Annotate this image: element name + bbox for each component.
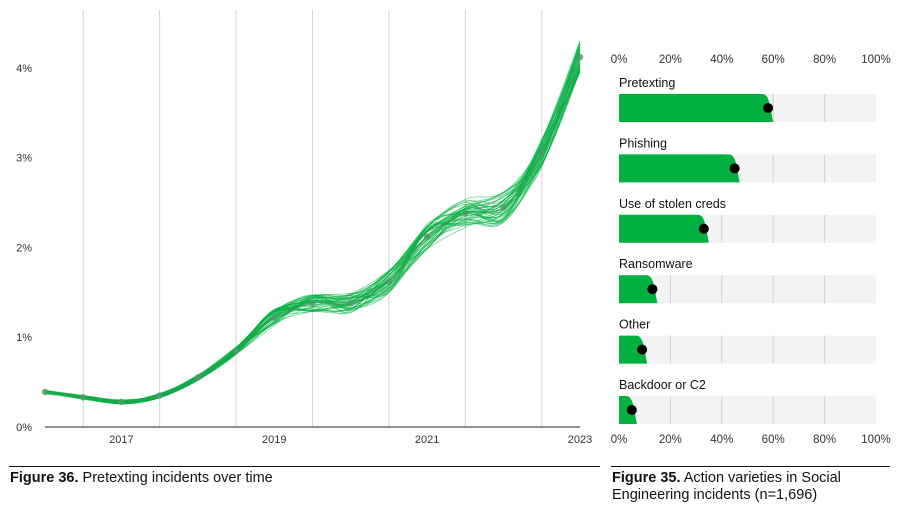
data-point xyxy=(271,314,278,321)
line-chart-axes: 2017 2019 2021 2023 0% 1% 2% 3% 4% xyxy=(16,63,592,446)
figure-35-rule xyxy=(611,466,890,467)
top-tick-label: 80% xyxy=(813,54,836,66)
y-tick-label: 0% xyxy=(16,422,32,434)
bar-track xyxy=(619,275,876,304)
line-chart-gridlines xyxy=(82,10,543,427)
figure-36-label: Figure 36. xyxy=(10,470,79,486)
data-point xyxy=(385,278,393,285)
figure-35-label: Figure 35. xyxy=(612,470,681,486)
top-tick-label: 20% xyxy=(659,54,682,66)
data-point xyxy=(309,299,316,307)
data-point xyxy=(232,347,240,354)
data-point xyxy=(538,149,545,157)
x-tick-label: 2019 xyxy=(262,434,286,446)
figure-35-title: Action varieties in Social Engineering i… xyxy=(612,470,841,503)
top-tick-label: 40% xyxy=(710,54,733,66)
x-tick-label: 2023 xyxy=(568,434,592,446)
data-point xyxy=(576,53,584,61)
top-tick-label: 60% xyxy=(762,54,785,66)
bottom-tick-label: 0% xyxy=(611,434,628,446)
data-point xyxy=(156,392,163,399)
data-point xyxy=(347,299,354,307)
category-label: Other xyxy=(619,318,650,332)
data-point xyxy=(80,394,87,401)
y-tick-label: 3% xyxy=(16,153,32,165)
figure-36-caption: Figure 36. Pretexting incidents over tim… xyxy=(10,470,273,487)
x-tick-label: 2021 xyxy=(415,434,439,446)
x-tick-label: 2017 xyxy=(109,434,133,446)
figure-36-title: Pretexting incidents over time xyxy=(78,470,273,486)
bar-uncertainty-fill xyxy=(619,275,658,304)
line-chart-trend-lines xyxy=(41,40,584,406)
bar-value-dot xyxy=(729,163,740,174)
bottom-tick-label: 100% xyxy=(861,434,890,446)
y-tick-label: 4% xyxy=(16,63,32,75)
bar-uncertainty-fill xyxy=(619,94,774,122)
data-point xyxy=(194,374,202,381)
trend-line xyxy=(44,46,581,405)
bottom-tick-label: 60% xyxy=(762,434,785,446)
bar-track xyxy=(619,335,876,364)
data-point xyxy=(423,233,431,240)
top-tick-label: 100% xyxy=(861,54,890,66)
bar-uncertainty-fill xyxy=(619,154,740,183)
category-label: Pretexting xyxy=(619,76,675,90)
bar-value-dot xyxy=(763,103,774,113)
pretexting-line-chart: 2017 2019 2021 2023 0% 1% 2% 3% 4% xyxy=(16,10,592,446)
bar-uncertainty-fill xyxy=(619,335,648,364)
top-tick-label: 0% xyxy=(611,54,628,66)
bar-value-dot xyxy=(647,284,658,295)
data-point xyxy=(41,388,49,396)
category-label: Use of stolen creds xyxy=(619,197,726,211)
bar-value-dot xyxy=(698,223,709,234)
bottom-tick-label: 80% xyxy=(813,434,836,446)
bar-value-dot xyxy=(637,344,648,355)
category-label: Backdoor or C2 xyxy=(619,378,706,392)
category-label: Phishing xyxy=(619,136,667,150)
bar-value-dot xyxy=(626,405,637,415)
bottom-tick-label: 40% xyxy=(710,434,733,446)
data-point xyxy=(500,203,507,211)
bar-uncertainty-fill xyxy=(619,214,709,243)
bar-track xyxy=(619,396,876,424)
figure-36-rule xyxy=(9,466,600,467)
category-label: Ransomware xyxy=(619,257,693,271)
data-point xyxy=(462,210,469,217)
action-varieties-bar-chart: 0% 0% 20% 20% 40% 40% 60% 60% 80% 80% 100% 100% Pret… xyxy=(611,54,891,446)
y-tick-label: 2% xyxy=(16,242,32,254)
data-point xyxy=(118,398,125,406)
y-tick-label: 1% xyxy=(16,332,32,344)
bottom-tick-label: 20% xyxy=(659,434,682,446)
figure-35-caption: Figure 35. Action varieties in Social En… xyxy=(612,470,892,504)
trend-line xyxy=(44,40,581,405)
trend-line xyxy=(44,48,581,401)
